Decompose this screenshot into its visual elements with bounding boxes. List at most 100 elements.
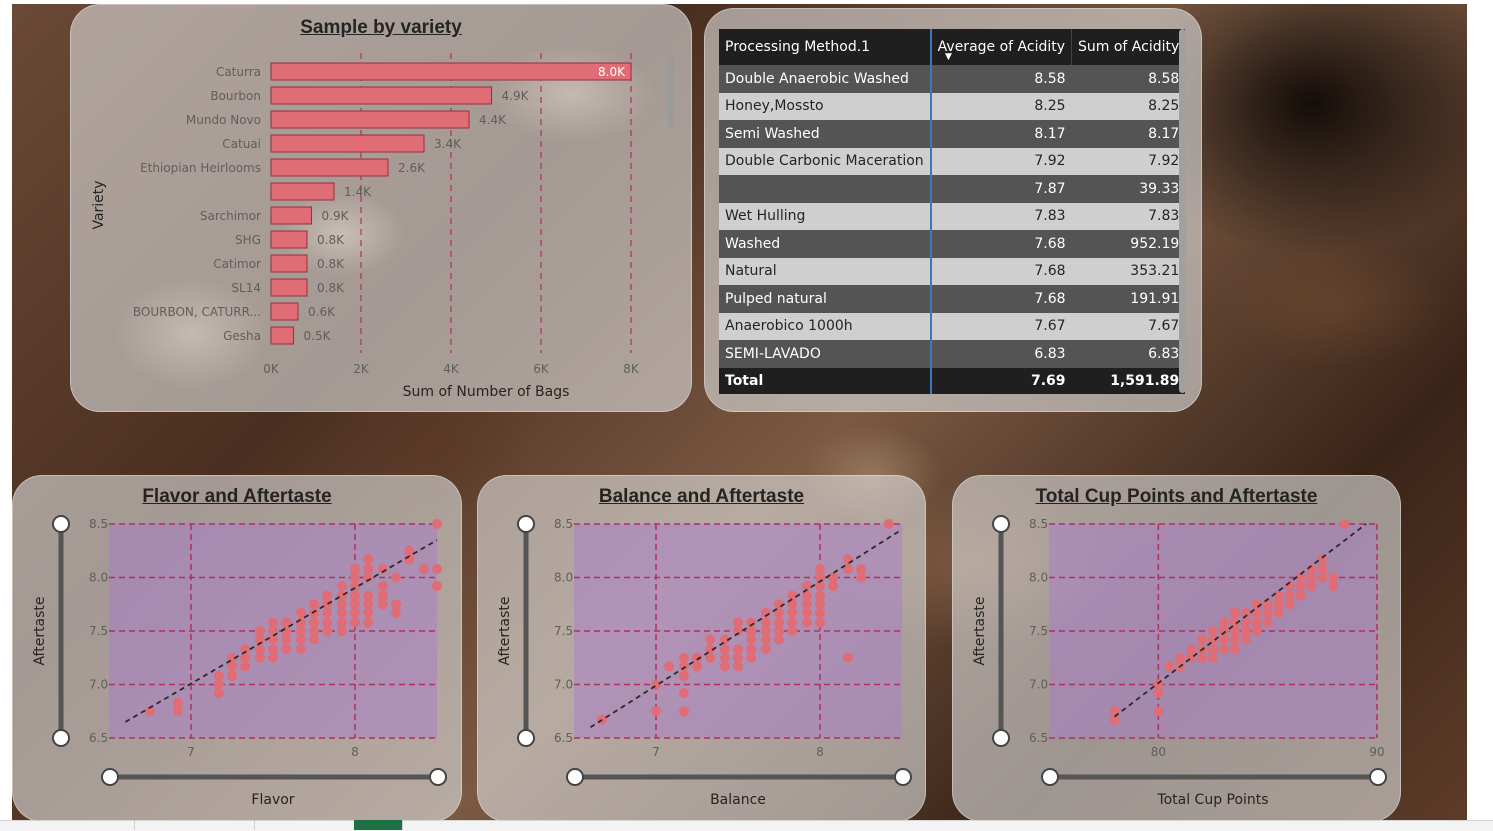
scatter-point[interactable]: [801, 581, 812, 592]
scatter-point[interactable]: [145, 706, 155, 717]
scatter-point[interactable]: [664, 661, 675, 672]
bar[interactable]: [270, 206, 312, 225]
scatter-point[interactable]: [227, 661, 237, 672]
scatter-point[interactable]: [363, 572, 374, 583]
scatter-point[interactable]: [719, 634, 730, 645]
scatter-point[interactable]: [733, 626, 743, 636]
scatter-point[interactable]: [322, 626, 333, 636]
scatter-point[interactable]: [1218, 626, 1229, 636]
scatter-point[interactable]: [432, 581, 442, 592]
scatter-point[interactable]: [678, 670, 689, 681]
bar[interactable]: [270, 134, 425, 153]
scatter-point[interactable]: [1273, 590, 1284, 601]
scatter-point[interactable]: [363, 563, 374, 574]
scatter-chart[interactable]: 8.5 8.0 7.5 7.0 6.5 80 90 Total Cup Points After…: [953, 476, 1400, 820]
scatter-point[interactable]: [1295, 590, 1306, 601]
y-slider-max-handle[interactable]: [52, 515, 70, 533]
bar[interactable]: [270, 182, 335, 201]
y-slider-max-handle[interactable]: [517, 515, 535, 533]
scatter-point[interactable]: [787, 590, 798, 601]
scatter-point[interactable]: [172, 697, 183, 708]
table-row[interactable]: Honey,Mossto 8.25 8.25: [719, 92, 1186, 120]
scatter-point[interactable]: [240, 661, 251, 672]
scatter-point[interactable]: [842, 554, 853, 565]
scatter-point[interactable]: [815, 581, 825, 592]
scatter-point[interactable]: [336, 607, 347, 618]
scatter-point[interactable]: [760, 634, 771, 645]
table-row[interactable]: Wet Hulling 7.83 7.83: [719, 202, 1186, 230]
table-row[interactable]: Anaerobico 1000h 7.67 7.67: [719, 312, 1186, 340]
scatter-point[interactable]: [733, 661, 743, 672]
page-tab-3[interactable]: [254, 820, 355, 830]
scatter-point[interactable]: [350, 563, 360, 574]
scatter-point[interactable]: [350, 590, 360, 601]
scatter-point[interactable]: [746, 626, 757, 636]
scatter-point[interactable]: [254, 626, 265, 636]
scatter-point[interactable]: [363, 599, 374, 610]
scatter-point[interactable]: [1240, 617, 1251, 628]
bar[interactable]: [270, 158, 389, 177]
scatter-chart[interactable]: 8.5 8.0 7.5 7.0 6.5 7 8 Balance Aftertaste: [478, 476, 925, 820]
scatter-point[interactable]: [213, 688, 224, 699]
scatter-point[interactable]: [350, 607, 360, 618]
bar[interactable]: [270, 302, 299, 321]
scatter-point[interactable]: [1229, 607, 1240, 618]
scatter-point[interactable]: [1153, 688, 1164, 699]
scatter-point[interactable]: [760, 644, 771, 655]
scatter-point[interactable]: [801, 607, 812, 618]
scatter-point[interactable]: [363, 607, 374, 618]
scatter-point[interactable]: [254, 634, 265, 645]
scatter-point[interactable]: [1208, 652, 1218, 663]
bar[interactable]: [270, 230, 308, 249]
scatter-point[interactable]: [815, 607, 825, 618]
bar[interactable]: [270, 62, 632, 81]
scatter-point[interactable]: [746, 652, 757, 663]
scatter-point[interactable]: [1153, 706, 1164, 717]
scatter-point[interactable]: [1229, 634, 1240, 645]
variety-chart-scrollbar[interactable]: [668, 55, 674, 127]
scatter-point[interactable]: [856, 563, 866, 574]
scatter-point[interactable]: [432, 519, 442, 529]
bar[interactable]: [270, 254, 308, 273]
scatter-point[interactable]: [719, 652, 730, 663]
table-row[interactable]: Washed 7.68 952.19: [719, 230, 1186, 258]
scatter-point[interactable]: [391, 607, 401, 618]
scatter-point[interactable]: [377, 581, 388, 592]
scatter-point[interactable]: [746, 644, 757, 655]
table-row[interactable]: Semi Washed 8.17 8.17: [719, 120, 1186, 148]
scatter-point[interactable]: [1240, 626, 1251, 636]
scatter-point[interactable]: [1186, 644, 1197, 655]
scatter-point[interactable]: [1317, 563, 1328, 574]
scatter-point[interactable]: [1240, 634, 1251, 645]
scatter-point[interactable]: [322, 617, 333, 628]
variety-bar-chart[interactable]: 0K 2K 4K 6K 8K Caturra 8.0K Bourbon 4.9K Mundo No…: [71, 5, 691, 411]
scatter-point[interactable]: [1295, 572, 1306, 583]
scatter-point[interactable]: [1262, 617, 1273, 628]
scatter-point[interactable]: [1306, 572, 1317, 583]
scatter-point[interactable]: [1153, 679, 1164, 690]
scatter-point[interactable]: [254, 652, 265, 663]
scatter-point[interactable]: [828, 581, 839, 592]
scatter-point[interactable]: [404, 545, 415, 556]
scatter-point[interactable]: [842, 563, 853, 574]
scatter-point[interactable]: [787, 626, 798, 636]
scatter-point[interactable]: [281, 634, 292, 645]
x-slider-max-handle[interactable]: [429, 768, 447, 786]
scatter-point[interactable]: [1218, 644, 1229, 655]
x-slider-min-handle[interactable]: [101, 768, 119, 786]
scatter-point[interactable]: [268, 644, 278, 655]
scatter-point[interactable]: [1240, 607, 1251, 618]
scatter-point[interactable]: [1284, 599, 1295, 610]
scatter-point[interactable]: [432, 563, 442, 574]
scatter-point[interactable]: [1328, 581, 1339, 592]
scatter-point[interactable]: [336, 581, 347, 592]
scatter-point[interactable]: [719, 661, 730, 672]
scatter-point[interactable]: [1197, 652, 1208, 663]
table-scrollbar[interactable]: [1179, 29, 1186, 393]
scatter-point[interactable]: [213, 670, 224, 681]
scatter-point[interactable]: [692, 652, 702, 663]
scatter-point[interactable]: [787, 607, 798, 618]
table-row[interactable]: 7.87 39.33: [719, 175, 1186, 203]
scatter-point[interactable]: [733, 652, 743, 663]
scatter-point[interactable]: [760, 626, 771, 636]
